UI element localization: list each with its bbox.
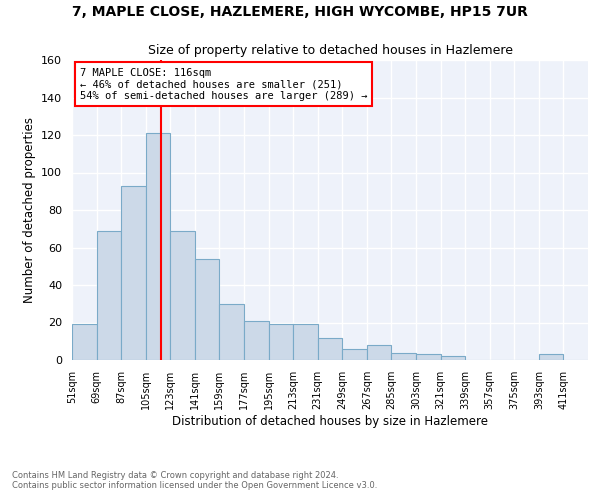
Bar bbox=[121, 186, 146, 360]
Bar bbox=[416, 354, 440, 360]
Title: Size of property relative to detached houses in Hazlemere: Size of property relative to detached ho… bbox=[148, 44, 512, 58]
Text: 7, MAPLE CLOSE, HAZLEMERE, HIGH WYCOMBE, HP15 7UR: 7, MAPLE CLOSE, HAZLEMERE, HIGH WYCOMBE,… bbox=[72, 5, 528, 19]
Bar bbox=[97, 230, 121, 360]
Bar bbox=[293, 324, 318, 360]
Bar bbox=[220, 304, 244, 360]
Bar bbox=[195, 259, 220, 360]
Bar bbox=[440, 356, 465, 360]
Bar bbox=[318, 338, 342, 360]
Bar bbox=[342, 349, 367, 360]
Bar bbox=[72, 324, 97, 360]
Bar bbox=[391, 352, 416, 360]
Bar bbox=[269, 324, 293, 360]
Bar bbox=[170, 230, 195, 360]
Bar bbox=[146, 133, 170, 360]
Bar bbox=[367, 345, 391, 360]
Y-axis label: Number of detached properties: Number of detached properties bbox=[23, 117, 35, 303]
Text: Contains HM Land Registry data © Crown copyright and database right 2024.
Contai: Contains HM Land Registry data © Crown c… bbox=[12, 470, 377, 490]
Bar bbox=[244, 320, 269, 360]
X-axis label: Distribution of detached houses by size in Hazlemere: Distribution of detached houses by size … bbox=[172, 414, 488, 428]
Bar bbox=[539, 354, 563, 360]
Text: 7 MAPLE CLOSE: 116sqm
← 46% of detached houses are smaller (251)
54% of semi-det: 7 MAPLE CLOSE: 116sqm ← 46% of detached … bbox=[80, 68, 367, 100]
